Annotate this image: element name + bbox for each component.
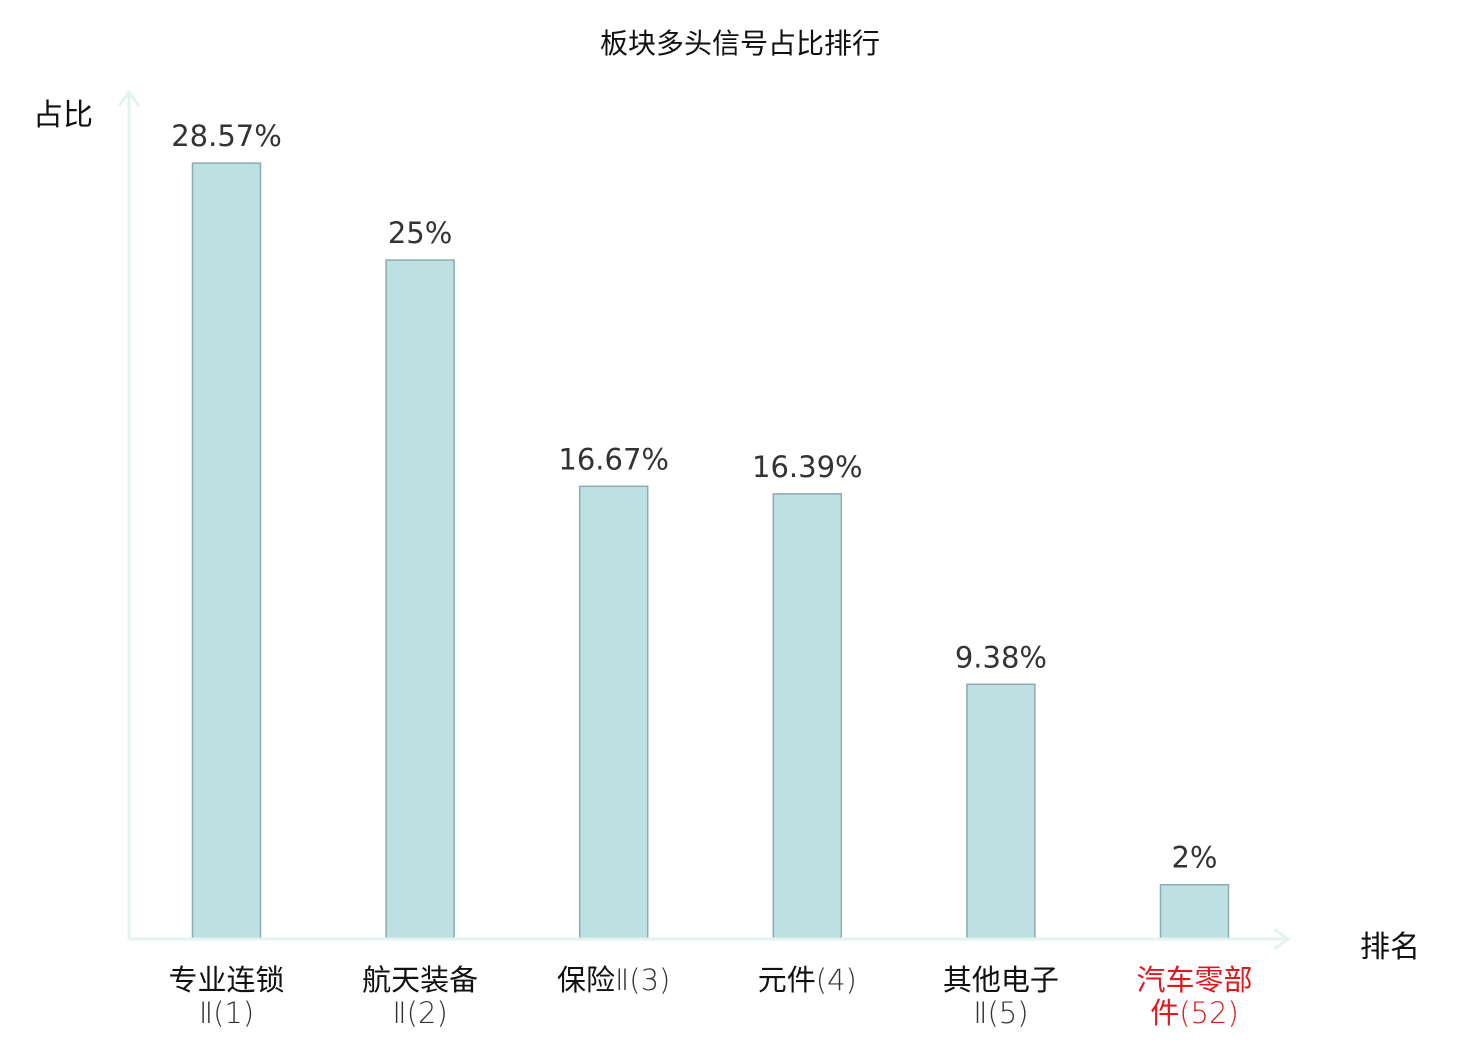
y-axis-label: 占比: [33, 98, 93, 133]
category-label-5: 其他电子 Ⅱ(5): [911, 964, 1091, 1030]
bar-5: [966, 683, 1036, 940]
value-label-6: 2%: [1171, 841, 1217, 875]
y-axis-arrow: [117, 89, 141, 107]
category-label-2: 航天装备 Ⅱ(2): [330, 964, 510, 1030]
category-rank: Ⅱ(1): [198, 996, 255, 1030]
value-label-5: 9.38%: [955, 640, 1047, 674]
category-name: 其他电子: [942, 963, 1059, 997]
category-rank: Ⅱ(2): [392, 996, 448, 1030]
value-label-1: 28.57%: [171, 119, 282, 153]
category-name: 航天装备: [362, 963, 479, 997]
category-rank: (4): [815, 963, 857, 997]
category-name: 元件: [757, 963, 816, 997]
category-name: 专业连锁: [168, 963, 285, 997]
category-name: 保险: [557, 963, 616, 997]
category-label-6: 汽车零部 件(52): [1105, 964, 1285, 1030]
category-label-3: 保险Ⅱ(3): [524, 964, 704, 997]
x-axis-arrow: [1273, 927, 1291, 951]
bar-6: [1159, 883, 1230, 940]
category-rank: Ⅱ(3): [615, 963, 671, 997]
chart-title: 板块多头信号占比排行: [599, 27, 880, 60]
value-label-2: 25%: [388, 216, 452, 250]
category-label-1: 专业连锁 Ⅱ(1): [137, 964, 317, 1030]
x-axis-label: 排名: [1360, 930, 1420, 965]
category-label-4: 元件(4): [717, 964, 897, 997]
bar-2: [385, 259, 455, 940]
value-label-4: 16.39%: [752, 450, 863, 484]
bar-1: [191, 162, 262, 940]
category-rank: Ⅱ(5): [973, 996, 1029, 1030]
bar-4: [772, 493, 843, 940]
category-rank: 件(52): [1150, 996, 1239, 1030]
value-label-3: 16.67%: [558, 442, 669, 476]
category-name: 汽车零部: [1136, 963, 1253, 997]
bar-3: [578, 485, 649, 940]
